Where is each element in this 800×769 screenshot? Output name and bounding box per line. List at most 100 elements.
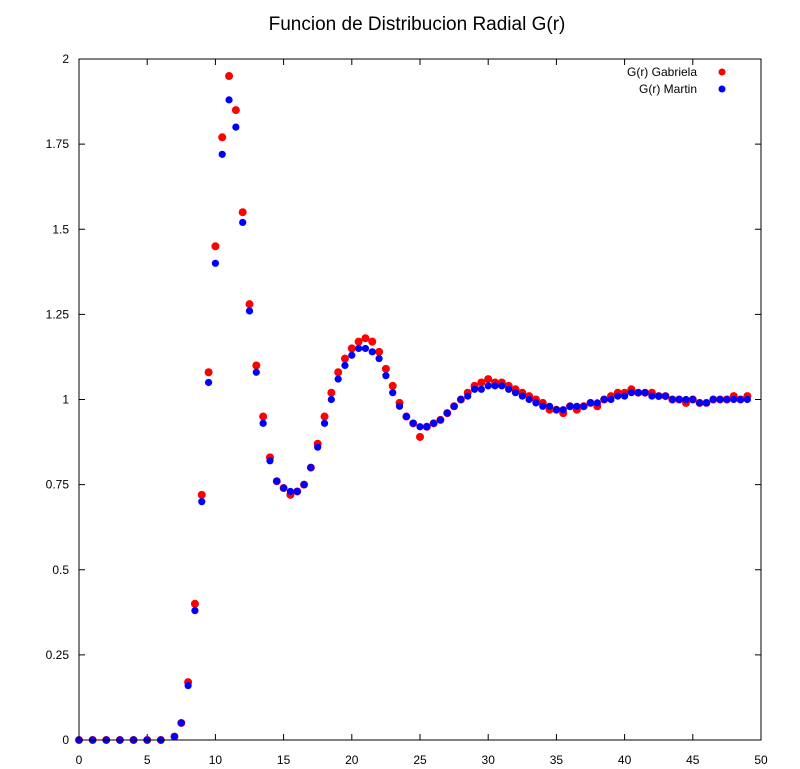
data-point bbox=[204, 368, 213, 377]
data-point bbox=[484, 382, 492, 390]
data-point bbox=[416, 423, 424, 431]
data-point bbox=[484, 375, 493, 384]
data-point bbox=[607, 395, 615, 404]
y-tick-label: 1.75 bbox=[46, 137, 70, 151]
data-point bbox=[409, 419, 417, 427]
data-point bbox=[375, 355, 383, 363]
data-point bbox=[239, 218, 247, 227]
data-point bbox=[470, 385, 479, 393]
legend-label-martin: G(r) Martin bbox=[639, 82, 697, 96]
data-point bbox=[334, 368, 343, 377]
data-point bbox=[668, 395, 676, 404]
data-point bbox=[381, 364, 390, 373]
data-point bbox=[443, 409, 451, 417]
data-point bbox=[477, 385, 485, 393]
data-point bbox=[511, 389, 520, 397]
data-point bbox=[525, 395, 533, 404]
data-point bbox=[539, 402, 547, 410]
data-point bbox=[532, 399, 540, 407]
data-point bbox=[389, 389, 397, 397]
data-point bbox=[238, 208, 247, 217]
data-point bbox=[641, 389, 649, 397]
data-point bbox=[320, 419, 329, 427]
data-point bbox=[286, 487, 295, 496]
data-point bbox=[627, 389, 636, 397]
data-point bbox=[416, 432, 424, 441]
data-point bbox=[368, 337, 377, 346]
data-point bbox=[716, 395, 724, 404]
data-point bbox=[232, 123, 240, 131]
data-point bbox=[464, 392, 472, 400]
ticks-layer: 0 5 10 15 20 25 30 35 40 45 50 0 0.25 0.5 0.75 1 1.25 1.5… bbox=[46, 52, 768, 767]
data-point bbox=[621, 392, 629, 400]
data-point bbox=[245, 307, 254, 315]
data-point bbox=[225, 96, 233, 104]
data-point bbox=[184, 681, 192, 690]
data-point bbox=[614, 392, 622, 400]
data-point bbox=[341, 361, 349, 370]
series-gabriela bbox=[75, 72, 752, 744]
plot-frame bbox=[78, 58, 762, 741]
series-layer bbox=[75, 72, 752, 744]
data-point bbox=[177, 719, 185, 727]
data-point bbox=[573, 402, 581, 410]
x-tick-label: 40 bbox=[618, 753, 632, 767]
series-martin bbox=[75, 96, 751, 744]
data-point bbox=[375, 347, 384, 356]
data-point bbox=[293, 487, 301, 496]
data-point bbox=[348, 351, 356, 359]
data-point bbox=[218, 150, 226, 158]
data-point bbox=[457, 395, 465, 404]
x-tick-label: 50 bbox=[754, 753, 768, 767]
data-point bbox=[266, 457, 274, 465]
data-point bbox=[430, 419, 438, 427]
data-point bbox=[518, 392, 526, 400]
data-point bbox=[347, 344, 356, 353]
data-point bbox=[231, 106, 240, 115]
data-point bbox=[361, 344, 370, 353]
x-tick-label: 10 bbox=[209, 753, 223, 767]
data-point bbox=[252, 368, 260, 376]
data-point bbox=[225, 72, 234, 81]
data-point bbox=[545, 402, 554, 410]
data-point bbox=[655, 392, 663, 400]
data-point bbox=[689, 395, 697, 404]
data-point bbox=[198, 498, 206, 506]
data-point bbox=[730, 395, 738, 404]
y-tick-label: 1.5 bbox=[52, 222, 69, 236]
x-tick-label: 15 bbox=[277, 753, 291, 767]
data-point bbox=[382, 372, 390, 380]
data-point bbox=[682, 395, 690, 404]
x-tick-label: 45 bbox=[686, 753, 700, 767]
data-point bbox=[355, 344, 363, 353]
data-point bbox=[402, 412, 410, 421]
x-tick-label: 30 bbox=[482, 753, 496, 767]
data-point bbox=[648, 392, 656, 400]
data-point bbox=[709, 395, 717, 404]
data-point bbox=[702, 399, 711, 407]
data-point bbox=[368, 348, 376, 356]
x-tick-label: 25 bbox=[413, 753, 427, 767]
y-tick-label: 0.25 bbox=[46, 648, 70, 662]
data-point bbox=[552, 406, 561, 414]
y-tick-label: 1.25 bbox=[46, 307, 70, 321]
x-tick-label: 0 bbox=[76, 753, 83, 767]
data-point bbox=[320, 412, 329, 421]
data-point bbox=[450, 402, 458, 410]
y-tick-label: 0.5 bbox=[52, 563, 69, 577]
data-point bbox=[218, 133, 227, 142]
data-point bbox=[280, 484, 288, 492]
data-point bbox=[307, 464, 315, 472]
data-point bbox=[559, 406, 567, 414]
data-point bbox=[634, 389, 642, 397]
y-tick-label: 0 bbox=[62, 733, 69, 747]
y-tick-label: 2 bbox=[62, 52, 69, 66]
data-point bbox=[696, 399, 704, 407]
data-point bbox=[314, 443, 322, 451]
data-point bbox=[436, 416, 445, 424]
data-point bbox=[327, 388, 336, 397]
legend-marker-martin bbox=[718, 85, 726, 93]
data-point bbox=[505, 385, 513, 393]
data-point bbox=[593, 399, 601, 407]
